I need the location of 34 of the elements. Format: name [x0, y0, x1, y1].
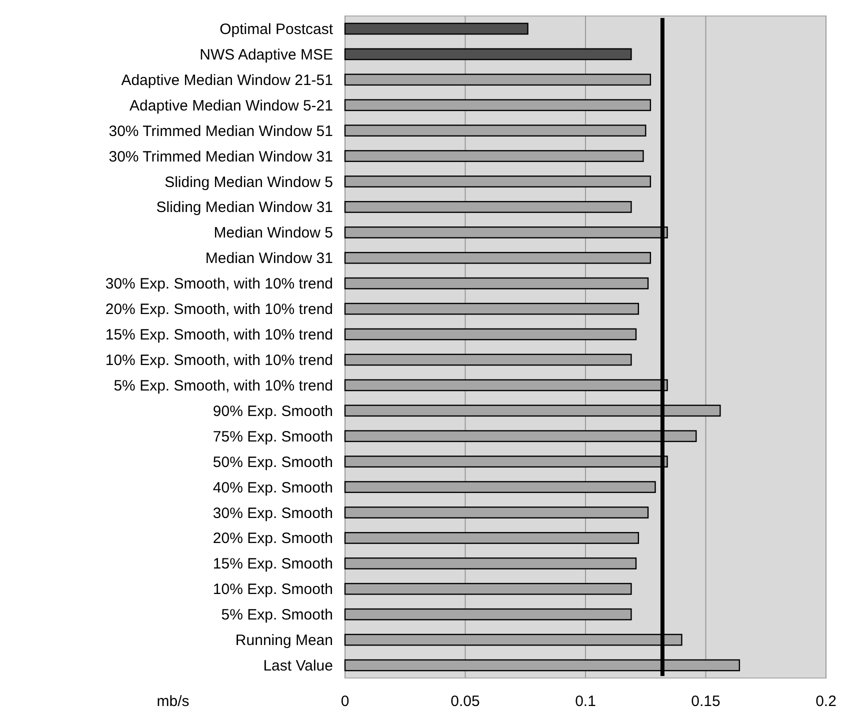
y-tick-label: 30% Trimmed Median Window 51	[108, 122, 333, 140]
y-tick-label: Adaptive Median Window 21-51	[121, 72, 333, 89]
y-tick-label: 20% Exp. Smooth	[212, 530, 333, 548]
y-tick-label: Median Window 31	[205, 250, 333, 268]
y-tick-label: 90% Exp. Smooth	[212, 402, 333, 420]
y-tick-label: 40% Exp. Smooth	[212, 479, 333, 496]
x-tick-label: 0.2	[816, 693, 836, 710]
y-tick-label: Optimal Postcast	[220, 20, 334, 38]
y-tick-label: Sliding Median Window 5	[164, 174, 333, 191]
y-tick-label: 20% Exp. Smooth, with 10% trend	[105, 301, 333, 318]
y-tick-label: 15% Exp. Smooth	[212, 556, 333, 573]
bar	[344, 48, 632, 60]
y-tick-label: 10% Exp. Smooth, with 10% trend	[105, 352, 333, 369]
y-tick-label: Running Mean	[235, 632, 333, 650]
y-tick-label: Median Window 5	[214, 224, 333, 242]
x-tick-label: 0.15	[691, 693, 720, 710]
y-tick-label: 5% Exp. Smooth	[221, 606, 333, 624]
y-tick-label: Adaptive Median Window 5-21	[130, 97, 333, 114]
x-tick-label: 0.05	[450, 693, 480, 710]
y-tick-label: 5% Exp. Smooth, with 10% trend	[114, 377, 333, 394]
y-tick-label: 15% Exp. Smooth, with 10% trend	[105, 326, 333, 344]
x-tick-label: 0.1	[575, 693, 596, 710]
y-tick-label: Last Value	[263, 658, 333, 675]
x-tick-label: 0	[340, 693, 350, 710]
y-tick-label: Sliding Median Window 31	[156, 199, 333, 216]
y-tick-label: 30% Trimmed Median Window 31	[108, 148, 333, 166]
bar	[344, 22, 528, 35]
y-tick-label: 30% Exp. Smooth, with 10% trend	[105, 276, 333, 293]
y-tick-label: 75% Exp. Smooth	[212, 428, 333, 446]
y-tick-label: 10% Exp. Smooth	[212, 581, 333, 598]
x-axis-title: mb/s	[156, 693, 190, 710]
y-tick-label: 50% Exp. Smooth	[212, 454, 333, 471]
y-tick-label: NWS Adaptive MSE	[200, 46, 333, 64]
y-tick-label: 30% Exp. Smooth	[212, 504, 333, 522]
